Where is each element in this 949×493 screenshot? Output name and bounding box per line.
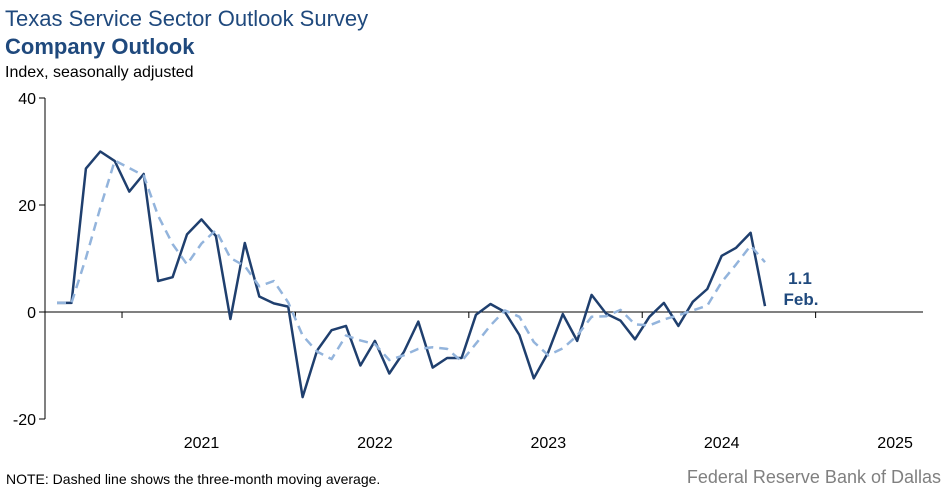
footnote: NOTE: Dashed line shows the three-month … bbox=[6, 471, 381, 487]
chart-labels: -20 0 20 40 2021 2022 2023 2024 2025 1.1 Feb. bbox=[13, 91, 913, 452]
moving-average-series-line bbox=[57, 159, 766, 363]
y-tick-label: 20 bbox=[18, 198, 36, 215]
latest-value-label: 1.1 bbox=[788, 269, 812, 288]
x-tick-label: 2023 bbox=[531, 435, 567, 452]
chart-subtitle: Company Outlook bbox=[5, 34, 195, 59]
chart-axes bbox=[39, 97, 923, 420]
x-tick-label: 2024 bbox=[704, 435, 740, 452]
index-series-line bbox=[57, 150, 767, 399]
y-tick-label: -20 bbox=[13, 412, 36, 429]
chart-series bbox=[57, 150, 767, 399]
y-tick-label: 0 bbox=[27, 305, 36, 322]
source-credit: Federal Reserve Bank of Dallas bbox=[686, 467, 941, 487]
x-tick-label: 2022 bbox=[357, 435, 393, 452]
y-tick-label: 40 bbox=[18, 91, 36, 108]
chart-title: Texas Service Sector Outlook Survey bbox=[5, 6, 369, 31]
x-tick-label: 2025 bbox=[877, 435, 913, 452]
x-tick-label: 2021 bbox=[184, 435, 220, 452]
y-axis-label: Index, seasonally adjusted bbox=[5, 64, 194, 81]
latest-month-label: Feb. bbox=[784, 290, 819, 309]
